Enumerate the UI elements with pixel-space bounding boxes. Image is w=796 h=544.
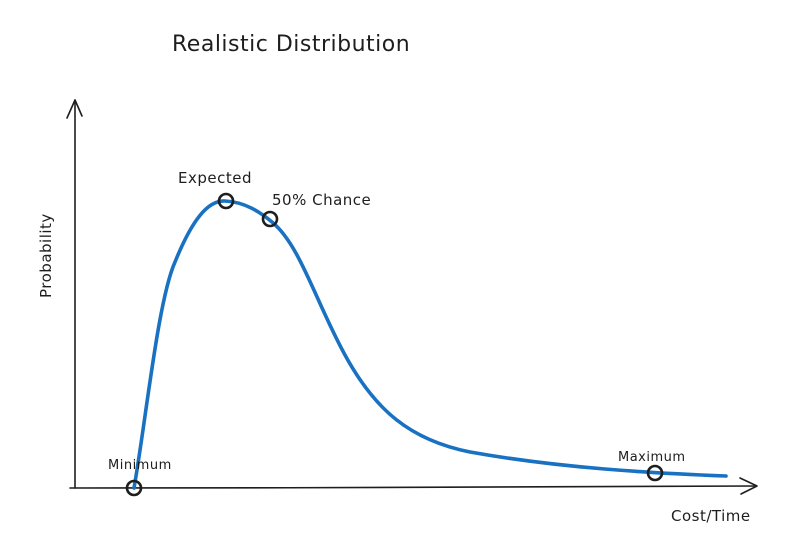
maximum-point xyxy=(646,464,664,482)
x-axis-arrowhead xyxy=(739,477,758,495)
y-axis-label: Probability xyxy=(37,213,55,298)
fifty-percent-label: 50% Chance xyxy=(272,191,371,209)
y-axis-arrowhead xyxy=(66,99,83,119)
x-axis-line xyxy=(69,485,757,489)
expected-point xyxy=(217,192,235,210)
expected-label: Expected xyxy=(178,169,252,187)
x-axis-label: Cost/Time xyxy=(671,507,751,525)
fifty-percent-point xyxy=(261,210,279,228)
y-axis xyxy=(66,99,83,489)
maximum-label: Maximum xyxy=(618,450,686,465)
minimum-point xyxy=(125,479,143,497)
minimum-label: Minimum xyxy=(108,458,172,473)
diagram-title: Realistic Distribution xyxy=(172,32,410,57)
y-axis-line xyxy=(73,99,77,489)
distribution-curve xyxy=(132,199,728,490)
x-axis xyxy=(69,477,758,495)
